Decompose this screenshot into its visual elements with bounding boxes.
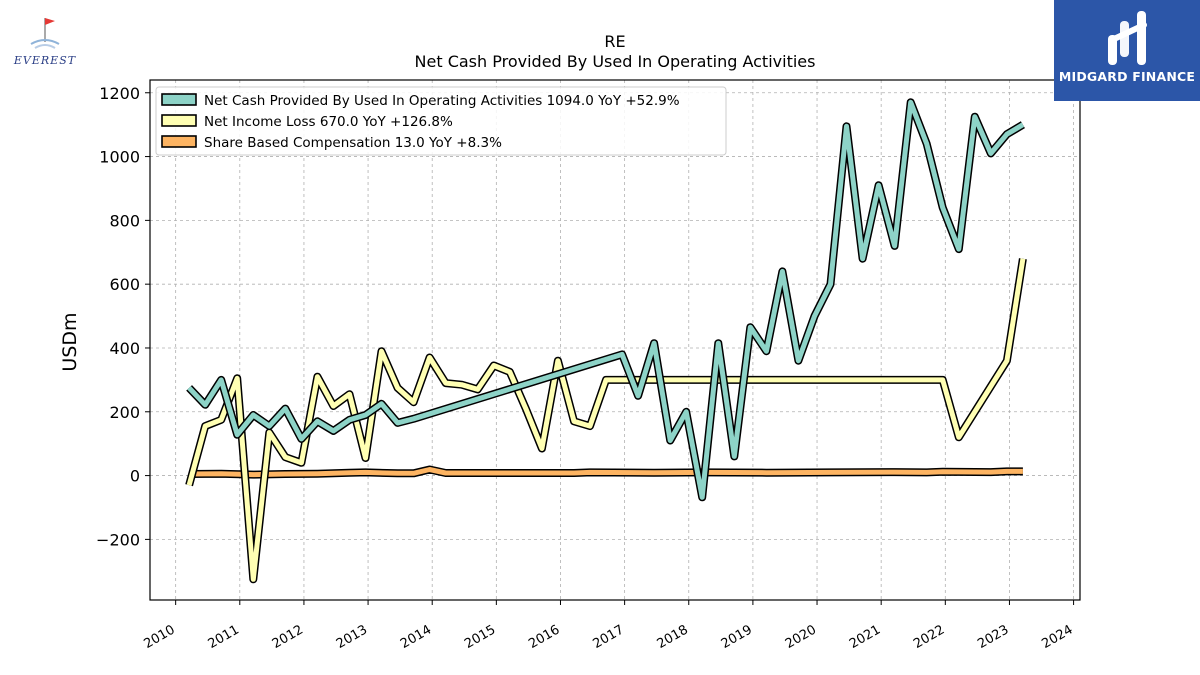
x-tick-label: 2016 [526,622,562,652]
legend: Net Cash Provided By Used In Operating A… [155,86,727,156]
legend-label: Share Based Compensation 13.0 YoY +8.3% [204,135,502,151]
y-tick-label: 600 [109,275,140,294]
flag-icon [30,18,60,49]
y-tick-label: 200 [109,403,140,422]
series-line [189,465,1023,479]
grid [150,80,1080,600]
legend-swatch [161,135,197,148]
y-axis: −200 0 200 400 600 800 1000 1200 [96,84,150,549]
x-tick-label: 2018 [655,622,691,652]
legend-swatch [161,93,197,106]
y-tick-label: 800 [109,211,140,230]
midgard-logo-text: MIDGARD FINANCE [1058,69,1196,84]
y-tick-label: −200 [96,530,140,549]
x-tick-label: 2014 [398,622,434,652]
y-tick-label: 1000 [99,148,140,167]
series-line [185,258,1027,584]
chart-title: RE [604,32,625,51]
y-tick-label: 0 [130,467,140,486]
series-stroke [187,99,1025,500]
series-outline [186,98,1025,502]
x-tick-label: 2012 [270,622,306,652]
x-tick-label: 2011 [206,622,242,652]
chart-subtitle: Net Cash Provided By Used In Operating A… [415,52,816,71]
midgard-logo: MIDGARD FINANCE [1054,0,1200,101]
y-tick-label: 1200 [99,84,140,103]
legend-box [155,86,727,156]
plot-frame [149,79,1081,601]
x-tick-label: 2010 [141,622,177,652]
x-tick-label: 2022 [911,622,947,652]
x-tick-label: 2021 [847,622,883,652]
legend-label: Net Income Loss 670.0 YoY +126.8% [204,114,453,130]
series-stroke [186,258,1026,582]
y-axis-label: USDm [59,312,81,371]
series-line [186,98,1025,502]
x-tick-label: 2020 [783,622,819,652]
legend-swatch [161,114,197,127]
x-tick-label: 2019 [719,622,755,652]
x-tick-label: 2017 [590,622,626,652]
y-tick-label: 400 [109,339,140,358]
everest-logo: EVEREST [5,14,85,70]
series-lines [185,98,1027,584]
everest-logo-text: EVEREST [13,54,77,67]
x-tick-label: 2024 [1039,622,1075,652]
x-tick-label: 2013 [334,622,370,652]
series-stroke [189,467,1023,478]
x-axis: 2010 2011 2012 2013 2014 2015 2016 2017 2018 2019… [141,600,1076,652]
x-tick-label: 2015 [462,622,498,652]
x-tick-label: 2023 [975,622,1011,652]
midgard-mark-icon [1108,11,1147,65]
legend-label: Net Cash Provided By Used In Operating A… [204,93,680,109]
